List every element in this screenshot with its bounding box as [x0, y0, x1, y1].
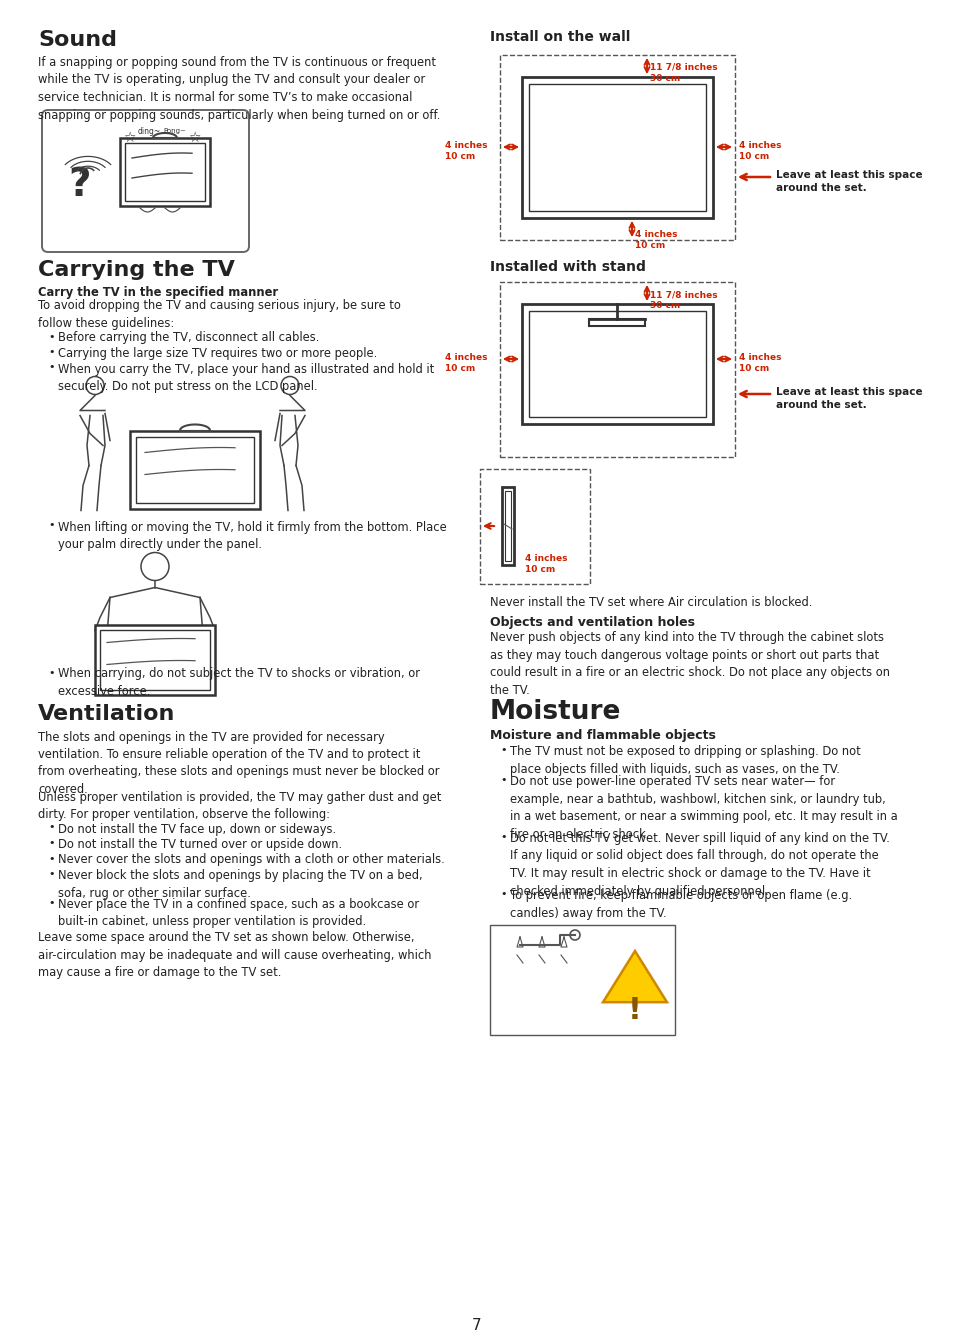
Text: Never block the slots and openings by placing the TV on a bed,
sofa, rug or othe: Never block the slots and openings by pl…: [58, 869, 422, 900]
Text: Never push objects of any kind into the TV through the cabinet slots
as they may: Never push objects of any kind into the …: [490, 631, 889, 696]
Bar: [504, 491, 511, 561]
Text: When carrying, do not subject the TV to shocks or vibration, or
excessive force.: When carrying, do not subject the TV to …: [58, 668, 419, 698]
Text: The slots and openings in the TV are provided for necessary
ventilation. To ensu: The slots and openings in the TV are pro…: [38, 731, 439, 795]
FancyBboxPatch shape: [42, 110, 249, 252]
Text: Carrying the TV: Carrying the TV: [38, 260, 234, 280]
Text: •: •: [48, 668, 54, 678]
Text: •: •: [48, 869, 54, 878]
Text: Never cover the slots and openings with a cloth or other materials.: Never cover the slots and openings with …: [58, 853, 444, 866]
Bar: [130, 431, 260, 509]
Text: Carrying the large size TV requires two or more people.: Carrying the large size TV requires two …: [58, 347, 376, 360]
Bar: [120, 138, 210, 206]
Text: 4 inches
10 cm: 4 inches 10 cm: [444, 353, 487, 374]
Text: •: •: [48, 347, 54, 358]
Text: ☆: ☆: [188, 131, 200, 145]
Text: The TV must not be exposed to dripping or splashing. Do not
place objects filled: The TV must not be exposed to dripping o…: [510, 744, 860, 775]
Text: Leave at least this space
around the set.: Leave at least this space around the set…: [775, 387, 922, 410]
Text: •: •: [499, 832, 506, 842]
Text: •: •: [48, 521, 54, 530]
Bar: [136, 437, 253, 502]
Text: ☆: ☆: [123, 131, 135, 145]
Text: Never place the TV in a confined space, such as a bookcase or
built-in cabinet, : Never place the TV in a confined space, …: [58, 898, 418, 928]
Text: Sound: Sound: [38, 29, 117, 50]
Text: •: •: [499, 775, 506, 785]
Text: Carry the TV in the specified manner: Carry the TV in the specified manner: [38, 287, 278, 299]
Text: To prevent fire, keep flammable objects or open flame (e.g.
candles) away from t: To prevent fire, keep flammable objects …: [510, 889, 851, 920]
Text: •: •: [48, 838, 54, 848]
Text: Ventilation: Ventilation: [38, 704, 175, 724]
Text: •: •: [48, 822, 54, 833]
Text: Before carrying the TV, disconnect all cables.: Before carrying the TV, disconnect all c…: [58, 332, 319, 344]
Text: Do not install the TV face up, down or sideways.: Do not install the TV face up, down or s…: [58, 822, 335, 836]
Bar: [499, 55, 734, 240]
Text: Never install the TV set where Air circulation is blocked.: Never install the TV set where Air circu…: [490, 596, 812, 609]
Text: Installed with stand: Installed with stand: [490, 260, 645, 274]
Text: 4 inches
10 cm: 4 inches 10 cm: [739, 353, 781, 374]
Text: •: •: [48, 853, 54, 864]
Text: Do not use power-line operated TV sets near water— for
example, near a bathtub, : Do not use power-line operated TV sets n…: [510, 775, 897, 841]
Bar: [95, 624, 214, 695]
Bar: [529, 311, 705, 416]
Text: •: •: [48, 898, 54, 908]
Text: Leave at least this space
around the set.: Leave at least this space around the set…: [775, 170, 922, 193]
Text: If a snapping or popping sound from the TV is continuous or frequent
while the T: If a snapping or popping sound from the …: [38, 56, 440, 122]
Bar: [490, 925, 675, 1035]
Text: Install on the wall: Install on the wall: [490, 29, 630, 44]
Text: ?: ?: [68, 166, 91, 204]
Text: 11 7/8 inches
30 cm: 11 7/8 inches 30 cm: [649, 63, 717, 83]
Text: When lifting or moving the TV, hold it firmly from the bottom. Place
your palm d: When lifting or moving the TV, hold it f…: [58, 521, 446, 552]
Text: To avoid dropping the TV and causing serious injury, be sure to
follow these gui: To avoid dropping the TV and causing ser…: [38, 300, 400, 329]
Bar: [521, 304, 712, 424]
Text: Objects and ventilation holes: Objects and ventilation holes: [490, 616, 695, 629]
Text: Unless proper ventilation is provided, the TV may gather dust and get
dirty. For: Unless proper ventilation is provided, t…: [38, 790, 441, 821]
Text: 4 inches
10 cm: 4 inches 10 cm: [635, 230, 677, 250]
Text: ding~: ding~: [138, 127, 161, 137]
Bar: [588, 319, 644, 325]
Text: 7: 7: [472, 1318, 481, 1334]
Text: 4 inches
10 cm: 4 inches 10 cm: [524, 554, 567, 574]
Bar: [100, 629, 210, 690]
Polygon shape: [602, 951, 666, 1002]
Text: 11 7/8 inches
30 cm: 11 7/8 inches 30 cm: [649, 291, 717, 311]
Text: •: •: [499, 889, 506, 898]
Bar: [499, 283, 734, 457]
Text: Moisture and flammable objects: Moisture and flammable objects: [490, 728, 715, 742]
Text: !: !: [627, 996, 641, 1024]
Text: •: •: [48, 332, 54, 341]
Text: 4 inches
10 cm: 4 inches 10 cm: [444, 141, 487, 161]
Text: Leave some space around the TV set as shown below. Otherwise,
air-circulation ma: Leave some space around the TV set as sh…: [38, 931, 431, 979]
Bar: [529, 84, 705, 212]
Bar: [501, 487, 514, 565]
Bar: [521, 78, 712, 218]
Bar: [479, 469, 589, 584]
Bar: [125, 143, 205, 201]
Text: Pong~: Pong~: [163, 129, 186, 134]
Text: When you carry the TV, place your hand as illustrated and hold it
securely. Do n: When you carry the TV, place your hand a…: [58, 363, 434, 394]
Text: •: •: [499, 744, 506, 755]
Text: Do not install the TV turned over or upside down.: Do not install the TV turned over or ups…: [58, 838, 342, 852]
Text: Moisture: Moisture: [490, 699, 620, 724]
Text: Do not let this TV get wet. Never spill liquid of any kind on the TV.
If any liq: Do not let this TV get wet. Never spill …: [510, 832, 889, 897]
Text: •: •: [48, 363, 54, 372]
Text: 4 inches
10 cm: 4 inches 10 cm: [739, 141, 781, 161]
